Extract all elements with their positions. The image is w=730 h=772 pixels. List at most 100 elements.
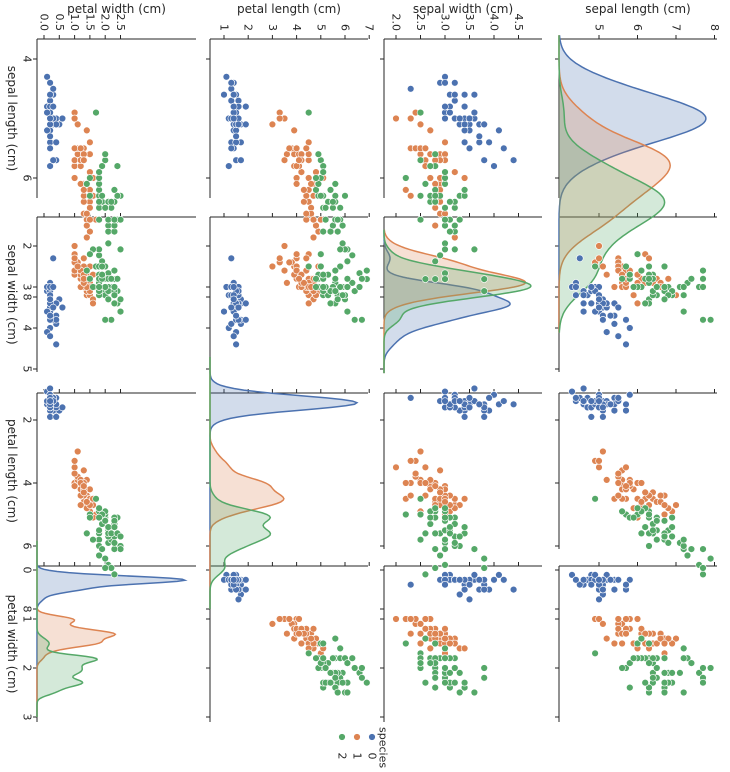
scatter-point-series-2 [637,529,646,538]
scatter-point-series-1 [302,210,310,218]
scatter-point-series-2 [95,551,103,560]
scatter-point-series-0 [46,384,54,393]
kde-line-series-0 [383,229,511,374]
scatter-point-series-0 [622,580,630,589]
scatter-point-series-1 [641,629,649,638]
row-label-sepal-width: sepal width (cm) [5,244,19,344]
scatter-point-series-2 [618,664,626,672]
scatter-point-series-1 [86,485,94,493]
scatter-point-series-2 [113,162,122,170]
scatter-point-series-2 [660,283,669,291]
scatter-point-series-2 [637,634,646,643]
tick-label-petal-width: 0.0 [38,14,51,32]
scatter-point-series-2 [336,204,344,212]
scatter-point-series-1 [460,174,469,182]
scatter-point-series-0 [610,320,619,328]
scatter-point-series-0 [441,102,449,111]
scatter-point-series-0 [456,576,464,584]
scatter-point-series-0 [626,391,634,399]
scatter-point-series-2 [679,542,688,550]
scatter-point-series-2 [321,664,330,672]
scatter-point-series-0 [579,397,588,405]
scatter-point-series-0 [52,316,60,324]
scatter-point-series-1 [80,254,88,262]
scatter-point-series-1 [668,639,676,648]
scatter-point-series-2 [649,654,657,662]
scatter-point-series-2 [104,216,113,224]
scatter-point-series-2 [699,570,707,579]
scatter-point-series-0 [43,108,51,117]
scatter-point-series-0 [242,120,250,129]
scatter-point-series-2 [336,644,344,653]
scatter-point-series-0 [622,406,630,415]
scatter-point-series-1 [86,216,94,224]
scatter-point-series-1 [637,479,646,487]
scatter-point-series-0 [227,320,236,328]
scatter-point-series-2 [351,316,359,324]
scatter-point-series-1 [416,620,425,628]
scatter-point-series-2 [319,271,327,279]
scatter-point-series-0 [441,397,449,405]
scatter-point-series-1 [637,498,646,506]
scatter-point-series-2 [101,150,109,158]
scatter-point-series-1 [622,463,630,471]
scatter-point-series-2 [441,204,449,212]
scatter-point-series-1 [660,501,669,509]
scatter-point-series-0 [579,384,588,393]
scatter-point-series-0 [480,413,488,421]
scatter-point-series-0 [46,162,54,170]
scatter-point-series-2 [343,688,352,697]
scatter-point-series-0 [441,387,449,396]
scatter-point-series-2 [676,669,684,677]
tick-label-sepal-width: 3.0 [439,14,452,32]
scatter-point-series-0 [230,102,238,111]
scatter-point-series-1 [295,615,303,623]
scatter-point-series-2 [116,307,125,316]
scatter-point-series-2 [456,216,464,224]
scatter-point-series-2 [334,688,342,697]
scatter-point-series-2 [83,180,91,188]
scatter-point-series-2 [312,283,320,291]
scatter-point-series-0 [227,144,236,153]
scatter-point-series-2 [618,275,626,283]
scatter-point-series-2 [645,262,653,271]
scatter-point-series-1 [290,126,298,135]
scatter-point-series-2 [679,307,688,316]
scatter-point-series-0 [242,576,250,584]
scatter-point-series-2 [110,186,119,194]
scatter-point-series-0 [465,580,474,589]
kde-fill-series-2 [210,357,271,609]
scatter-point-series-2 [629,283,638,291]
scatter-point-series-2 [699,283,707,291]
scatter-point-series-2 [446,529,454,538]
scatter-point-series-1 [292,180,301,188]
scatter-point-series-2 [358,275,366,283]
scatter-point-series-2 [402,510,410,519]
scatter-point-series-0 [509,400,518,408]
scatter-point-series-2 [321,204,330,212]
scatter-point-series-2 [421,180,430,188]
scatter-point-series-2 [653,517,661,525]
scatter-point-series-1 [416,447,425,456]
scatter-point-series-2 [101,517,109,525]
scatter-point-series-1 [622,482,630,490]
scatter-point-series-2 [431,504,439,512]
scatter-point-series-2 [101,283,109,291]
scatter-point-series-0 [227,254,236,262]
scatter-point-series-2 [626,683,634,692]
scatter-point-series-0 [232,312,240,320]
scatter-point-series-1 [83,498,91,506]
scatter-point-series-2 [86,275,94,283]
scatter-point-series-1 [656,491,665,500]
scatter-point-series-2 [95,504,103,512]
scatter-point-series-0 [568,387,576,396]
scatter-point-series-1 [268,620,277,628]
scatter-point-series-2 [441,644,449,653]
scatter-point-series-0 [46,312,54,320]
scatter-point-series-0 [46,413,54,421]
scatter-point-series-2 [110,283,119,291]
scatter-point-series-0 [441,79,449,87]
scatter-point-series-0 [495,126,503,135]
scatter-point-series-0 [46,90,54,99]
scatter-point-series-2 [441,664,449,672]
